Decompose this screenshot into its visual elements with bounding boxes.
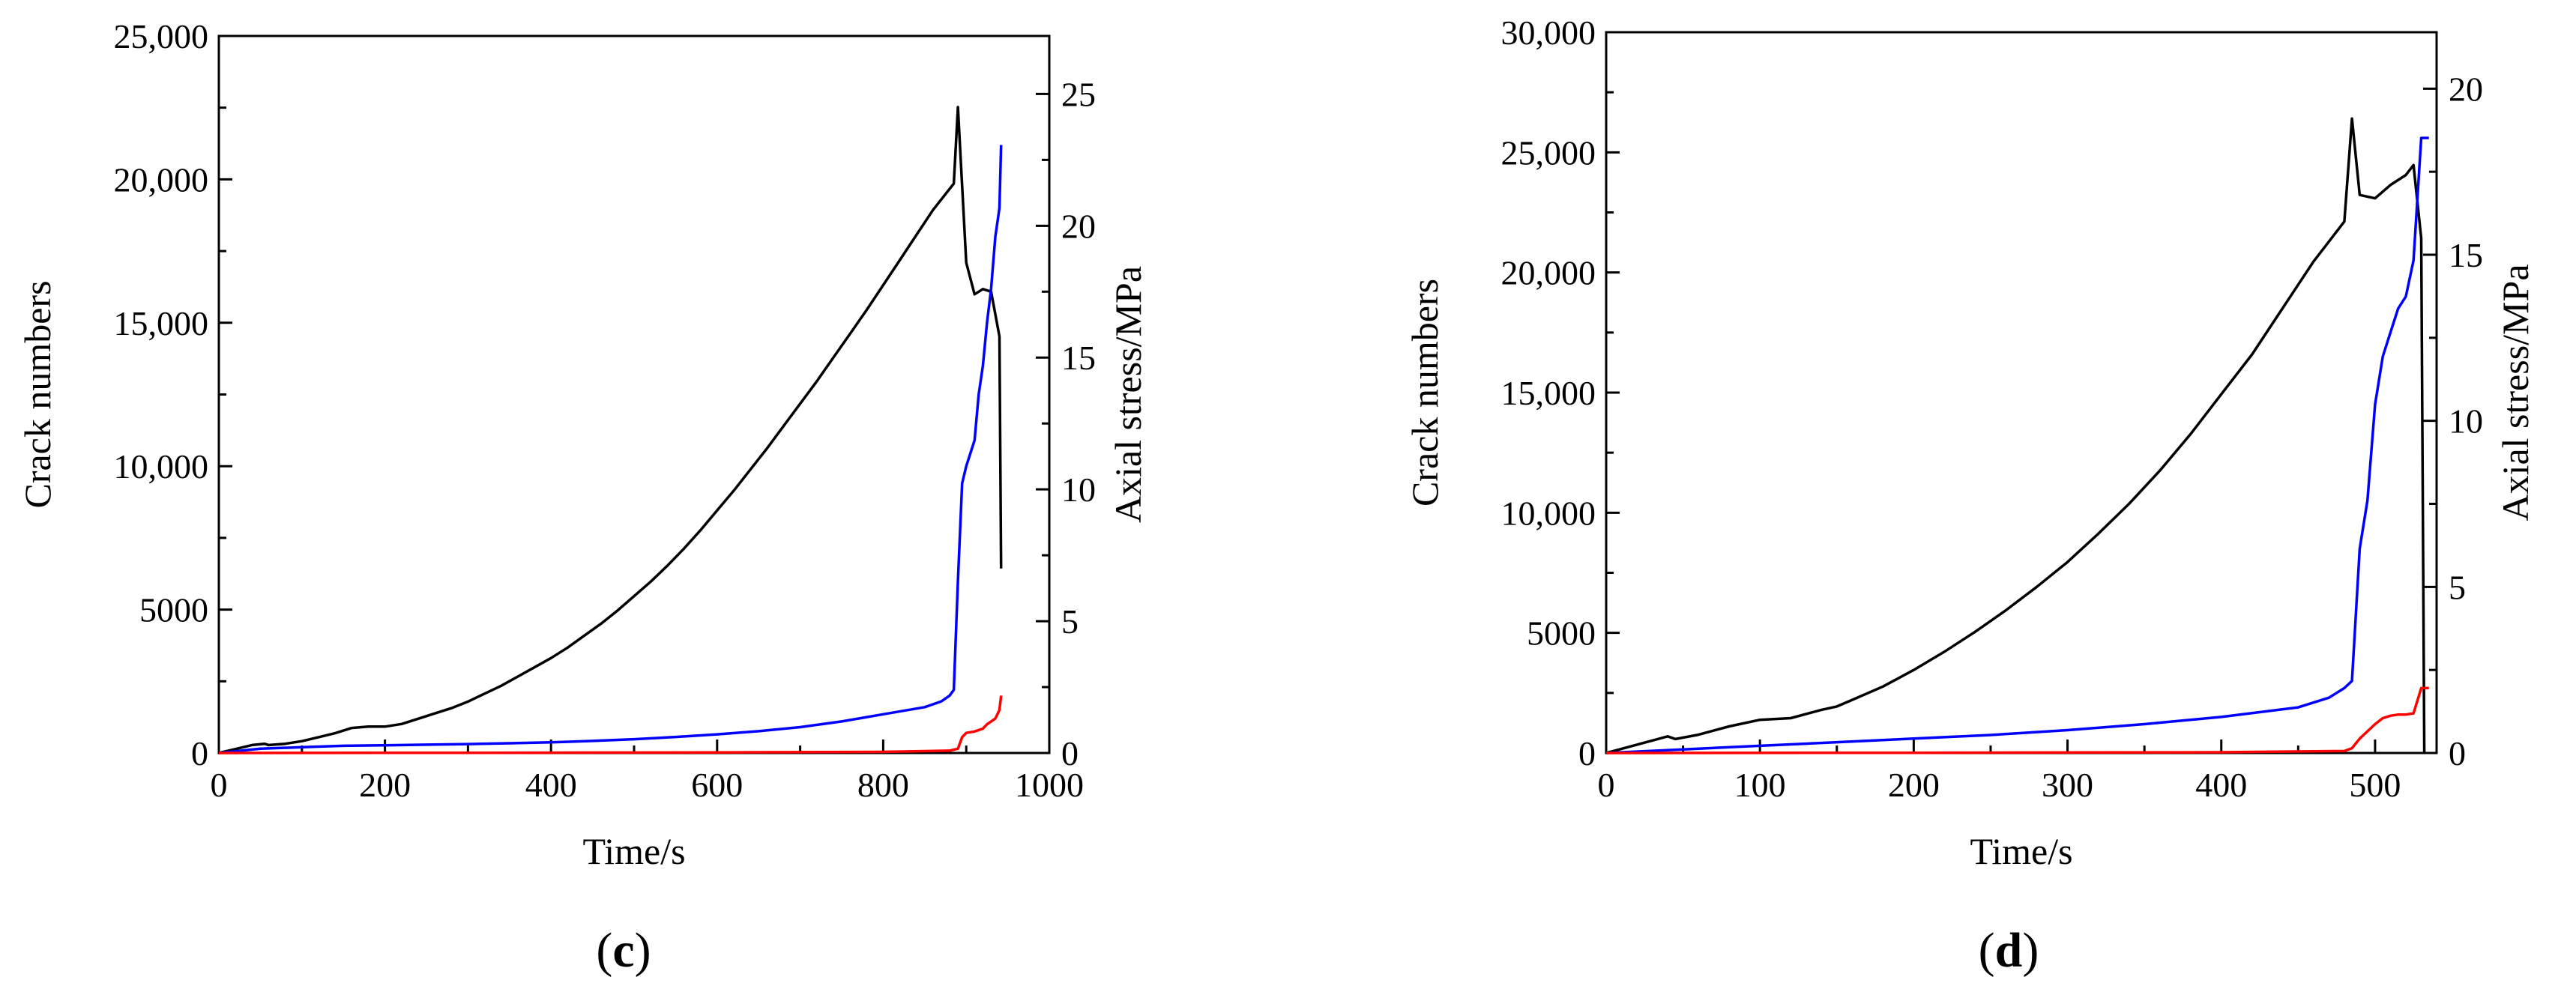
y2-tick-label: 20 (2449, 70, 2483, 108)
x-tick-label: 200 (359, 766, 411, 804)
y2-tick-label: 0 (1061, 734, 1079, 772)
chart-panel-c: 0 200 400 600 800 10000500010,00015,00020,000… (16, 17, 1149, 978)
series-line (218, 695, 1003, 754)
y-tick-label: 20,000 (114, 160, 209, 199)
x-tick-label: 1000 (1015, 766, 1084, 804)
y2-tick-label: 15 (2449, 236, 2483, 274)
x-tick-label: 0 (211, 766, 228, 804)
x-tick-label: 200 (1888, 766, 1940, 804)
y-tick-label: 15,000 (114, 304, 209, 342)
y-tick-label: 10,000 (1501, 494, 1596, 532)
y2-tick-label: 5 (2449, 568, 2466, 606)
x-tick-label: 600 (691, 766, 743, 804)
x-tick-label: 800 (857, 766, 909, 804)
chart-panel-d: 0 100 200 300 400 5000500010,00015,00020,0002… (1404, 13, 2536, 978)
panel-caption: (c) (596, 923, 651, 978)
y-tick-label: 5000 (139, 591, 208, 629)
y-tick-label: 25,000 (1501, 133, 1596, 172)
y2-tick-label: 10 (2449, 402, 2483, 441)
y-tick-label: 25,000 (114, 17, 209, 55)
series-line (1605, 686, 2429, 754)
y2-axis-title: Axial stress/MPa (1107, 266, 1149, 523)
x-tick-label: 0 (1598, 766, 1615, 804)
y-tick-label: 5000 (1527, 614, 1596, 653)
x-tick-label: 400 (2195, 766, 2247, 804)
series-line (1605, 117, 2426, 754)
panel-caption: (d) (1979, 923, 2039, 978)
x-axis-title: Time/s (582, 830, 685, 872)
y-tick-label: 10,000 (114, 447, 209, 486)
y-axis-title: Crack numbers (1404, 279, 1446, 506)
y2-tick-label: 20 (1061, 207, 1096, 245)
series-line (218, 145, 1003, 754)
x-axis-title: Time/s (1970, 830, 2072, 872)
x-tick-label: 300 (2042, 766, 2093, 804)
x-tick-label: 500 (2349, 766, 2401, 804)
y-tick-label: 30,000 (1501, 13, 1596, 52)
series-line (218, 106, 1003, 754)
plot-frame (1605, 31, 2438, 754)
y-tick-label: 20,000 (1501, 254, 1596, 292)
series-line (1605, 136, 2429, 754)
x-tick-label: 400 (525, 766, 577, 804)
y2-tick-label: 15 (1061, 339, 1096, 377)
y-tick-label: 0 (1578, 734, 1596, 772)
y2-tick-label: 5 (1061, 602, 1079, 641)
plot-frame (217, 34, 1051, 754)
y-tick-label: 0 (191, 734, 208, 772)
y2-tick-label: 25 (1061, 75, 1096, 113)
y2-axis-title: Axial stress/MPa (2494, 264, 2536, 521)
y2-tick-label: 10 (1061, 471, 1096, 509)
y-axis-title: Crack numbers (16, 280, 58, 508)
y2-tick-label: 0 (2449, 734, 2466, 772)
y-tick-label: 15,000 (1501, 374, 1596, 412)
x-tick-label: 100 (1734, 766, 1786, 804)
